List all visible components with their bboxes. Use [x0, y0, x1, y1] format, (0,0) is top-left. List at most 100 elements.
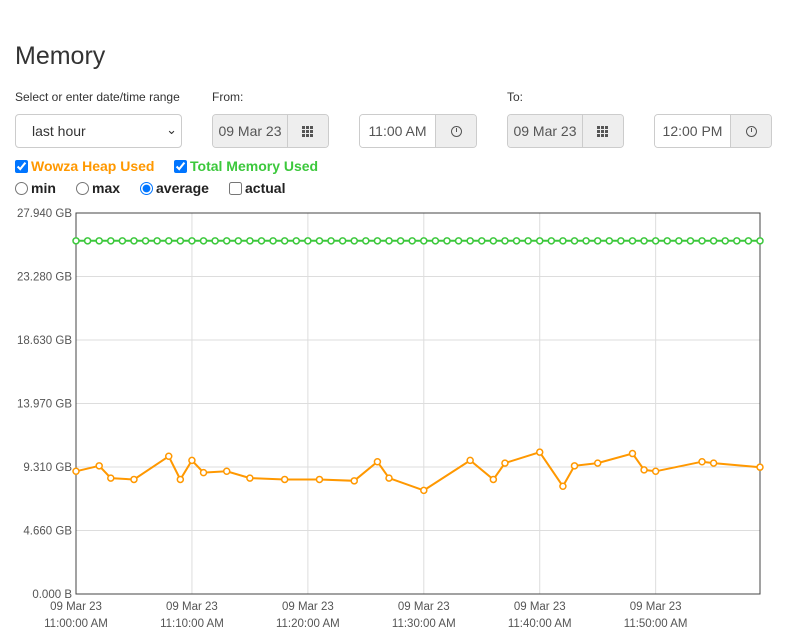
- actual-checkbox[interactable]: [229, 181, 242, 195]
- to-calendar-button[interactable]: [582, 115, 623, 147]
- total-memory-used-point: [246, 237, 254, 245]
- total-memory-used-point: [83, 237, 92, 245]
- actual-label: actual: [245, 180, 286, 196]
- total-memory-used-point: [431, 237, 440, 245]
- min-radio[interactable]: [15, 181, 28, 195]
- to-date-group: 09 Mar 23: [507, 114, 624, 148]
- agg-max[interactable]: max: [76, 180, 120, 196]
- wowza-heap-used-point: [373, 457, 382, 466]
- memory-chart: 0.000 B 4.660 GB 9.310 GB 13.970 GB 18.630 G…: [17, 208, 764, 630]
- x-tick-date: 09 Mar 23: [630, 601, 682, 613]
- y-tick-label: 4.660 GB: [23, 525, 72, 537]
- total-memory-used-point: [350, 237, 358, 245]
- y-tick-label: 0.000 B: [32, 589, 72, 601]
- total-memory-used-point: [280, 237, 289, 245]
- total-memory-used-point: [257, 237, 266, 245]
- total-memory-used-point: [698, 237, 706, 245]
- x-tick-date: 09 Mar 23: [282, 601, 334, 613]
- total-memory-used-point: [686, 237, 695, 245]
- wowza-heap-used-point: [246, 474, 254, 482]
- wowza-heap-used-point: [640, 466, 648, 474]
- total-memory-checkbox[interactable]: [174, 159, 187, 173]
- average-radio[interactable]: [140, 181, 153, 195]
- y-tick-label: 18.630 GB: [17, 335, 72, 347]
- chevron-down-icon: ⌄: [166, 122, 177, 137]
- clock-icon: [745, 125, 757, 137]
- total-memory-used-point: [176, 237, 185, 245]
- y-tick-label: 13.970 GB: [17, 399, 72, 411]
- wowza-heap-used-point: [164, 452, 173, 461]
- from-calendar-button[interactable]: [287, 115, 328, 147]
- wowza-heap-used-point: [756, 463, 764, 471]
- total-memory-used-point: [141, 237, 150, 245]
- wowza-heap-used-point: [176, 475, 185, 484]
- total-memory-used-point: [72, 237, 80, 245]
- to-clock-button[interactable]: [730, 115, 771, 147]
- to-time-input[interactable]: 12:00 PM: [655, 115, 730, 147]
- total-memory-used-point: [130, 237, 138, 245]
- total-memory-used-point: [153, 237, 161, 245]
- wowza-heap-used-point: [188, 456, 196, 465]
- max-radio[interactable]: [76, 181, 89, 195]
- total-memory-used-point: [651, 237, 660, 245]
- x-tick-date: 09 Mar 23: [398, 601, 450, 613]
- y-tick-label: 9.310 GB: [23, 462, 72, 474]
- to-date-input[interactable]: 09 Mar 23: [508, 115, 582, 147]
- total-memory-used-point: [535, 237, 544, 245]
- total-memory-used-point: [454, 237, 463, 245]
- total-memory-used-point: [304, 237, 312, 245]
- total-memory-used-point: [733, 237, 741, 245]
- from-time-input[interactable]: 11:00 AM: [360, 115, 435, 147]
- total-memory-used-point: [396, 237, 405, 245]
- total-memory-used-point: [709, 237, 718, 245]
- x-tick-time: 11:20:00 AM: [276, 618, 340, 630]
- wowza-heap-used-point: [222, 467, 231, 476]
- wowza-heap-used-point: [570, 462, 579, 470]
- total-memory-used-point: [628, 237, 637, 245]
- toggle-total-memory[interactable]: Total Memory Used: [174, 158, 318, 174]
- x-tick-date: 09 Mar 23: [514, 601, 566, 613]
- total-memory-used-point: [605, 237, 614, 245]
- average-label: average: [156, 180, 209, 196]
- wowza-heap-used-point: [350, 477, 358, 485]
- x-tick-time: 11:30:00 AM: [392, 618, 456, 630]
- y-tick-label: 23.280 GB: [17, 272, 72, 284]
- agg-average[interactable]: average: [140, 180, 209, 196]
- total-memory-used-point: [420, 237, 428, 245]
- agg-actual[interactable]: actual: [229, 180, 285, 196]
- wowza-heap-used-point: [698, 457, 706, 466]
- min-label: min: [31, 180, 56, 196]
- total-memory-used-point: [373, 237, 382, 245]
- calendar-icon: [596, 125, 610, 137]
- range-select[interactable]: last hour ⌄: [15, 114, 182, 148]
- to-time-group: 12:00 PM: [654, 114, 772, 148]
- total-memory-used-point: [222, 237, 231, 245]
- total-memory-used-point: [443, 237, 451, 245]
- heap-used-checkbox[interactable]: [15, 159, 28, 173]
- total-memory-used-point: [269, 237, 277, 245]
- total-memory-used-point: [315, 237, 324, 245]
- total-memory-used-point: [118, 237, 127, 245]
- total-memory-used-point: [188, 237, 196, 245]
- x-tick-time: 11:00:00 AM: [44, 618, 108, 630]
- total-memory-used-point: [234, 237, 243, 245]
- total-memory-used-point: [327, 237, 335, 245]
- total-memory-used-point: [512, 237, 521, 245]
- calendar-icon: [301, 125, 315, 137]
- wowza-heap-used-point: [315, 475, 324, 484]
- wowza-heap-used-point: [489, 475, 498, 484]
- agg-min[interactable]: min: [15, 180, 56, 196]
- from-date-group: 09 Mar 23: [212, 114, 329, 148]
- total-memory-used-point: [95, 237, 103, 245]
- toggle-heap-used[interactable]: Wowza Heap Used: [15, 158, 154, 174]
- total-memory-used-point: [292, 237, 301, 245]
- from-time-group: 11:00 AM: [359, 114, 477, 148]
- from-clock-button[interactable]: [435, 115, 476, 147]
- wowza-heap-used-point: [559, 482, 567, 491]
- wowza-heap-used-point: [593, 459, 602, 467]
- from-date-input[interactable]: 09 Mar 23: [213, 115, 287, 147]
- total-memory-used-point: [524, 237, 532, 245]
- clock-icon: [450, 125, 462, 137]
- total-memory-used-point: [478, 237, 486, 245]
- wowza-heap-used-point: [385, 474, 393, 482]
